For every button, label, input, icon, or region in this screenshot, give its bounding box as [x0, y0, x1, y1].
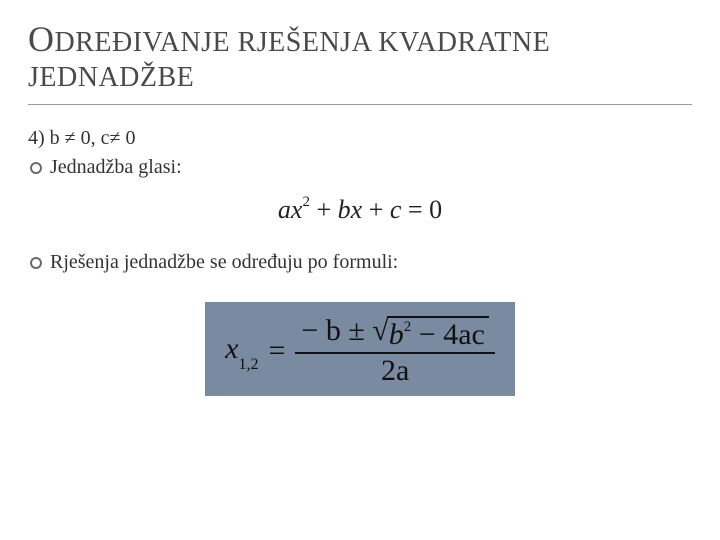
- equation-standard-form: ax2 + bx + c = 0: [278, 195, 442, 225]
- slide-title: ODREĐIVANJE RJEŠENJA KVADRATNE JEDNADŽBE: [28, 18, 692, 94]
- equals-sign: =: [268, 334, 285, 368]
- sqrt: √ b2 − 4ac: [372, 316, 489, 351]
- formula-fraction: − b ± √ b2 − 4ac 2a: [295, 314, 494, 388]
- equation-standard-form-wrap: ax2 + bx + c = 0: [28, 195, 692, 225]
- radicand: b2 − 4ac: [387, 316, 489, 351]
- title-cap: O: [28, 19, 55, 59]
- bullet-text-2: Rješenja jednadžbe se određuju po formul…: [50, 251, 398, 274]
- quadratic-formula-wrap: x1,2 = − b ± √ b2 − 4ac: [28, 302, 692, 396]
- bullet-formula-intro: Rješenja jednadžbe se određuju po formul…: [30, 251, 692, 274]
- title-line-2: JEDNADŽBE: [28, 62, 692, 94]
- case-condition: 4) b ≠ 0, c≠ 0: [28, 127, 692, 150]
- title-line-1: ODREĐIVANJE RJEŠENJA KVADRATNE: [28, 18, 692, 60]
- quadratic-formula-box: x1,2 = − b ± √ b2 − 4ac: [205, 302, 515, 396]
- quadratic-formula: x1,2 = − b ± √ b2 − 4ac: [225, 314, 495, 388]
- bullet-text-1: Jednadžba glasi:: [50, 156, 182, 179]
- fraction-denominator: 2a: [375, 354, 415, 388]
- fraction-numerator: − b ± √ b2 − 4ac: [295, 314, 494, 352]
- ring-bullet-icon: [30, 162, 42, 174]
- title-rest: DREĐIVANJE RJEŠENJA KVADRATNE: [55, 27, 551, 58]
- bullet-equation-intro: Jednadžba glasi:: [30, 156, 692, 179]
- formula-lhs: x1,2: [225, 332, 258, 370]
- title-rule: [28, 104, 692, 105]
- ring-bullet-icon: [30, 257, 42, 269]
